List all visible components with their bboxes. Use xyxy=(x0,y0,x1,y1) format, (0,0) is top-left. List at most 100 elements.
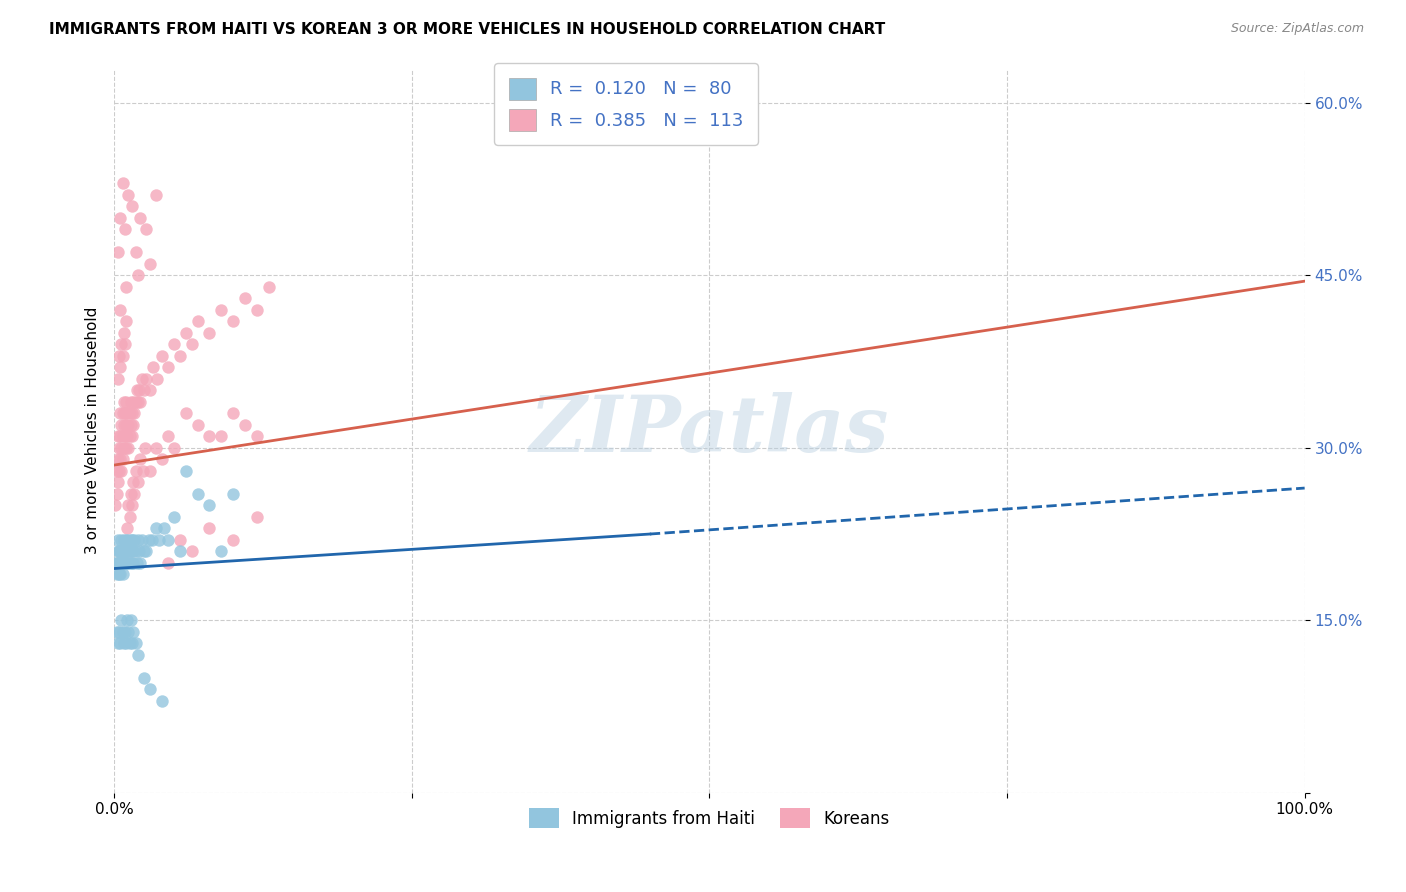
Point xyxy=(111,406,134,420)
Point xyxy=(108,406,131,420)
Point xyxy=(111,567,134,582)
Point xyxy=(117,188,139,202)
Point xyxy=(117,533,139,547)
Point xyxy=(124,395,146,409)
Point xyxy=(156,556,179,570)
Point xyxy=(105,624,128,639)
Point xyxy=(222,487,245,501)
Point xyxy=(186,487,208,501)
Point xyxy=(108,567,131,582)
Point xyxy=(139,257,162,271)
Point xyxy=(127,395,149,409)
Point xyxy=(180,544,202,558)
Point xyxy=(112,636,135,650)
Point xyxy=(246,302,269,317)
Point xyxy=(169,544,191,558)
Point xyxy=(104,556,127,570)
Point xyxy=(174,406,197,420)
Point xyxy=(134,441,156,455)
Point xyxy=(115,417,138,432)
Point xyxy=(209,544,232,558)
Point xyxy=(121,636,143,650)
Point xyxy=(118,429,141,443)
Point xyxy=(111,544,134,558)
Point xyxy=(145,441,167,455)
Point xyxy=(112,417,135,432)
Point xyxy=(118,544,141,558)
Point xyxy=(163,337,186,351)
Point xyxy=(142,360,165,375)
Point xyxy=(108,349,131,363)
Point xyxy=(222,406,245,420)
Point xyxy=(110,441,132,455)
Point xyxy=(111,349,134,363)
Point xyxy=(110,544,132,558)
Point xyxy=(129,556,152,570)
Point xyxy=(117,498,139,512)
Point xyxy=(121,429,143,443)
Point xyxy=(112,326,135,340)
Point xyxy=(124,487,146,501)
Point xyxy=(115,636,138,650)
Point xyxy=(104,498,127,512)
Point xyxy=(108,544,131,558)
Point xyxy=(115,533,138,547)
Point xyxy=(125,384,148,398)
Point xyxy=(186,417,208,432)
Point xyxy=(115,544,138,558)
Point xyxy=(124,245,146,260)
Point xyxy=(127,268,149,283)
Point xyxy=(163,509,186,524)
Point xyxy=(198,521,221,535)
Point xyxy=(105,464,128,478)
Point xyxy=(108,624,131,639)
Point xyxy=(150,349,173,363)
Point xyxy=(107,245,129,260)
Point xyxy=(108,556,131,570)
Point xyxy=(180,337,202,351)
Point xyxy=(174,464,197,478)
Point xyxy=(150,452,173,467)
Point xyxy=(108,360,131,375)
Point xyxy=(111,429,134,443)
Point xyxy=(131,372,153,386)
Point xyxy=(122,544,145,558)
Point xyxy=(153,521,176,535)
Point xyxy=(139,384,162,398)
Point xyxy=(122,475,145,490)
Point xyxy=(118,509,141,524)
Point xyxy=(169,349,191,363)
Point xyxy=(145,188,167,202)
Point xyxy=(117,544,139,558)
Legend: Immigrants from Haiti, Koreans: Immigrants from Haiti, Koreans xyxy=(523,801,897,835)
Point xyxy=(257,280,280,294)
Point xyxy=(108,464,131,478)
Point xyxy=(105,487,128,501)
Point xyxy=(117,556,139,570)
Point xyxy=(146,372,169,386)
Point xyxy=(115,441,138,455)
Point xyxy=(107,544,129,558)
Point xyxy=(246,429,269,443)
Point xyxy=(112,533,135,547)
Point xyxy=(107,372,129,386)
Point xyxy=(127,648,149,662)
Point xyxy=(135,372,157,386)
Point xyxy=(132,464,155,478)
Point xyxy=(117,417,139,432)
Point xyxy=(112,556,135,570)
Point xyxy=(114,429,136,443)
Point xyxy=(108,441,131,455)
Point xyxy=(114,406,136,420)
Point xyxy=(114,222,136,236)
Point xyxy=(121,533,143,547)
Point xyxy=(246,509,269,524)
Point xyxy=(156,533,179,547)
Point xyxy=(186,314,208,328)
Point xyxy=(111,556,134,570)
Point xyxy=(120,487,142,501)
Point xyxy=(110,613,132,627)
Point xyxy=(156,360,179,375)
Point xyxy=(124,544,146,558)
Point xyxy=(138,533,160,547)
